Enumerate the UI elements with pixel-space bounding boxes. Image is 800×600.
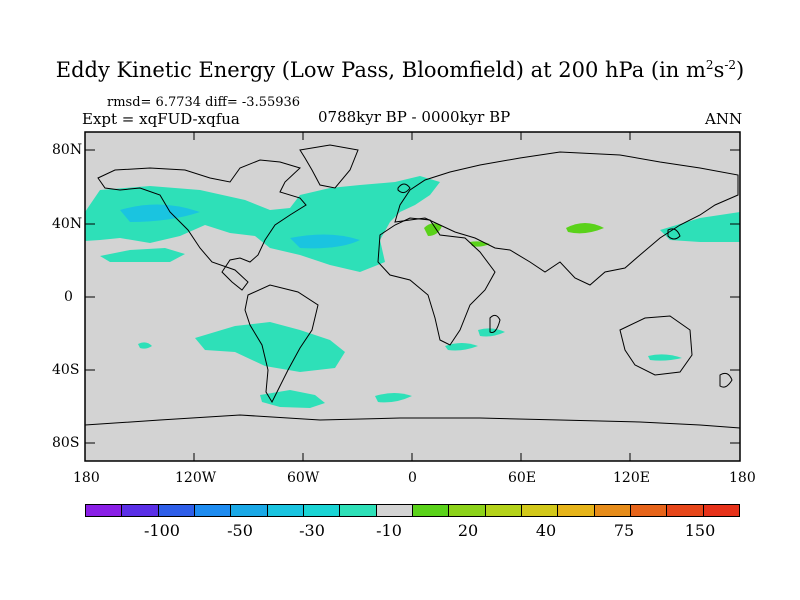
coast-madagascar [489, 314, 501, 333]
colorbar-label: -10 [376, 521, 402, 540]
lon-label-120w: 120W [175, 470, 217, 486]
anomaly-subtropical-pacific [100, 248, 185, 262]
lat-label-80s: 80S [52, 435, 80, 451]
colorbar-label: 40 [535, 521, 557, 540]
colorbar-box [376, 505, 413, 516]
colorbar-box [303, 505, 341, 516]
colorbar-label: 75 [613, 521, 635, 540]
positive-anomaly-patches [424, 223, 604, 247]
coast-south-america [244, 284, 319, 404]
colorbar-box [485, 505, 522, 516]
anomaly-west-pacific [660, 212, 740, 242]
anomaly-pacific-core [120, 204, 200, 222]
anomaly-north-pacific-atlantic [85, 176, 440, 272]
lon-label-0: 0 [408, 470, 417, 486]
coast-britain [397, 183, 411, 194]
colorbar-box [122, 505, 159, 516]
colorbar-box [267, 505, 304, 516]
lon-label-60w: 60W [287, 470, 320, 486]
stats-text: rmsd= 6.7734 diff= -3.55936 [107, 95, 301, 110]
colorbar-box [703, 505, 739, 516]
coast-north-america [97, 159, 307, 291]
anomaly-south-pacific [195, 322, 345, 372]
colorbar-box [558, 505, 595, 516]
coast-japan [667, 228, 681, 240]
colorbar-label: -100 [144, 521, 180, 540]
coast-australia [619, 315, 693, 376]
colorbar-label: -50 [227, 521, 253, 540]
colorbar-box [231, 505, 268, 516]
lon-label-180-left: 180 [73, 470, 100, 486]
colorbar [85, 504, 740, 517]
lon-label-120e: 120E [613, 470, 650, 486]
coast-eurasia [394, 151, 739, 286]
coast-antarctica [84, 414, 741, 429]
colorbar-box [194, 505, 232, 516]
anomaly-southern-ocean-2 [375, 393, 412, 403]
anomaly-australia [648, 354, 682, 361]
anomaly-south-africa [445, 343, 478, 351]
colorbar-box [340, 505, 377, 516]
lon-ticks [193, 132, 631, 461]
colorbar-box [630, 505, 668, 516]
season-label: ANN [705, 110, 743, 128]
colorbar-box [449, 505, 486, 516]
colorbar-label: -30 [299, 521, 325, 540]
colorbar-box [412, 505, 450, 516]
colorbar-label: 150 [684, 521, 716, 540]
colorbar-box [86, 505, 123, 516]
colorbar-box [521, 505, 559, 516]
lon-label-60e: 60E [508, 470, 537, 486]
colorbar-box [158, 505, 195, 516]
lat-label-0: 0 [64, 289, 73, 305]
anomaly-small-pacific [138, 342, 152, 349]
colorbar-box [667, 505, 704, 516]
lon-label-180-right: 180 [729, 470, 756, 486]
lat-ticks [85, 149, 740, 444]
coast-greenland [299, 144, 359, 189]
lat-label-40s: 40S [52, 362, 80, 378]
lat-label-40n: 40N [52, 216, 83, 232]
anomaly-mediterranean [424, 223, 442, 236]
anomaly-atlantic-core [290, 234, 360, 249]
colorbar-label: 20 [457, 521, 479, 540]
anomaly-tibet [566, 223, 604, 234]
map-title: Eddy Kinetic Energy (Low Pass, Bloomfiel… [55, 58, 745, 82]
coastlines [84, 144, 741, 429]
experiment-label: Expt = xqFUD-xqfua [82, 110, 240, 128]
period-label: 0788kyr BP - 0000kyr BP [318, 108, 511, 126]
lat-label-80n: 80N [52, 142, 83, 158]
coast-new-zealand [719, 372, 733, 388]
colorbar-box [594, 505, 631, 516]
